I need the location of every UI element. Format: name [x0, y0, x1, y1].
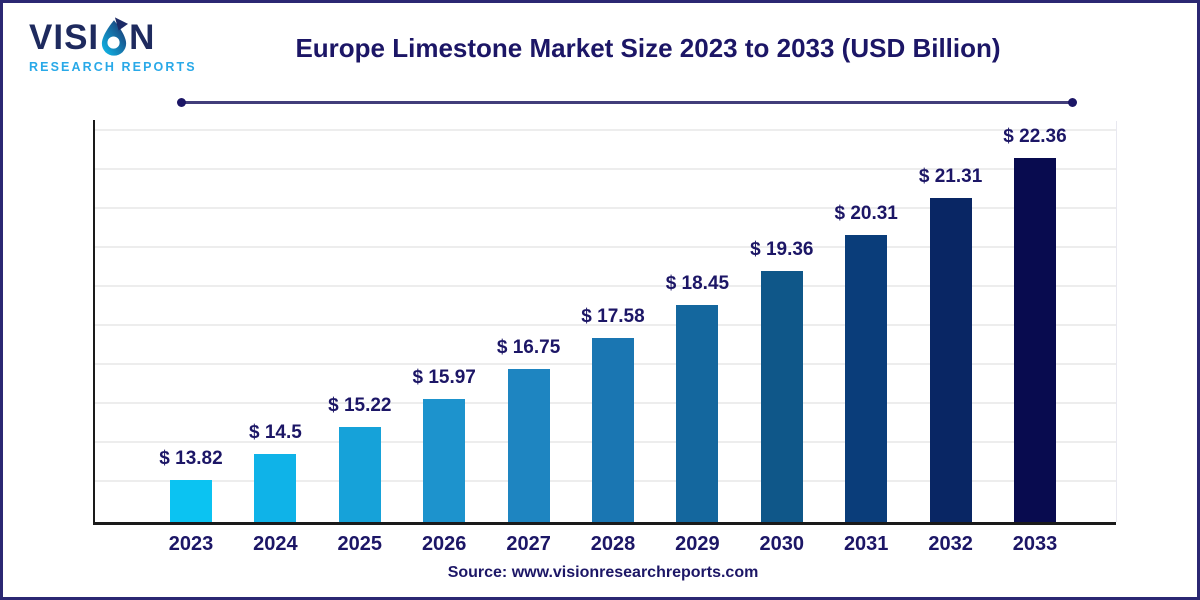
bar-value-label-2031: $ 20.31 — [834, 203, 898, 224]
bar-value-label-2023: $ 13.82 — [159, 448, 223, 469]
bar-2028 — [592, 338, 634, 522]
x-axis-label-2025: 2025 — [337, 533, 383, 555]
bar-2023 — [170, 480, 212, 522]
gridline — [95, 324, 1116, 326]
plot-area: $ 13.82 2023 $ 14.5 2024 $ 15.22 2025 $ 15.97 2… — [93, 120, 1117, 555]
x-axis-label-2024: 2024 — [253, 533, 298, 555]
x-axis-label-2031: 2031 — [843, 533, 889, 555]
bar-2025 — [338, 427, 381, 522]
bar-value-label-2025: $ 15.22 — [328, 395, 392, 416]
bar-value-label-2026: $ 15.97 — [412, 367, 476, 388]
bar-value-label-2030: $ 19.36 — [750, 239, 814, 260]
bar-value-label-2033: $ 22.36 — [1003, 126, 1067, 147]
title-divider-line — [177, 98, 1077, 107]
vision-logo-subtitle: RESEARCH REPORTS — [29, 60, 197, 74]
bar-2029 — [676, 305, 719, 522]
bar-2033 — [1014, 158, 1056, 522]
x-axis-label-2026: 2026 — [421, 533, 467, 555]
divider-endpoint-dot-right — [1068, 98, 1077, 107]
bar-2027 — [507, 369, 550, 522]
x-axis-label-2027: 2027 — [506, 533, 551, 555]
chart-title: Europe Limestone Market Size 2023 to 203… — [295, 33, 1001, 63]
x-axis-label-2028: 2028 — [590, 533, 636, 555]
x-axis-label-2033: 2033 — [1012, 533, 1058, 555]
x-axis-label-2032: 2032 — [928, 533, 973, 555]
vision-logo-wordmark: VISI N — [29, 17, 199, 57]
bar-value-label-2024: $ 14.5 — [248, 422, 302, 443]
bar-2031 — [845, 235, 888, 522]
bar-2024 — [254, 454, 297, 522]
vision-logo-text-post: N — [129, 17, 156, 57]
bar-2030 — [760, 271, 803, 522]
gridline — [95, 168, 1116, 170]
bar-value-label-2029: $ 18.45 — [665, 273, 730, 294]
x-axis-label-2030: 2030 — [759, 533, 805, 555]
bar-value-label-2028: $ 17.58 — [581, 306, 645, 327]
divider-endpoint-dot-left — [177, 98, 186, 107]
bar-2032 — [929, 198, 972, 522]
bar-2026 — [423, 399, 466, 522]
water-drop-arrow-icon — [102, 17, 129, 56]
gridline — [95, 129, 1116, 131]
vision-logo-text-pre: VISI — [29, 17, 100, 57]
gridline — [95, 207, 1116, 209]
gridline — [95, 246, 1116, 248]
vision-logo: VISI N RESEARCH REPORTS — [29, 17, 199, 74]
x-axis-label-2023: 2023 — [168, 533, 214, 555]
x-axis-line — [93, 522, 1116, 525]
y-axis-line — [93, 120, 95, 524]
plot-right-edge-line — [1116, 121, 1117, 522]
bar-value-label-2027: $ 16.75 — [496, 337, 561, 358]
source-attribution: Source: www.visionresearchreports.com — [447, 564, 759, 581]
bar-value-label-2032: $ 21.31 — [918, 166, 983, 187]
gridline — [95, 285, 1116, 287]
x-axis-label-2029: 2029 — [675, 533, 720, 555]
